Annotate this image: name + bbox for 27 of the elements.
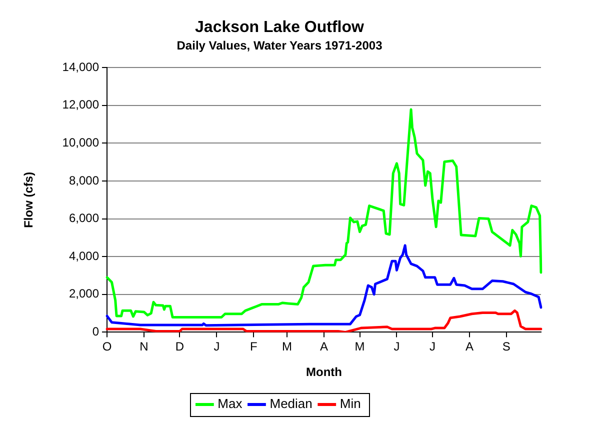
- y-tick-label: 6,000: [68, 211, 100, 226]
- x-tick-label: N: [140, 340, 148, 354]
- chart-title: Jackson Lake Outflow: [195, 19, 365, 36]
- x-tick-label: F: [250, 340, 258, 354]
- x-tick-label: J: [430, 340, 436, 354]
- x-tick-label: J: [394, 340, 400, 354]
- y-tick-label: 4,000: [68, 248, 100, 263]
- y-tick-label: 0: [92, 324, 100, 339]
- x-tick-label: A: [320, 340, 328, 354]
- y-tick-label: 8,000: [68, 173, 100, 188]
- y-tick-label: 12,000: [62, 98, 100, 112]
- x-tick-label: J: [214, 340, 220, 354]
- x-tick-label: A: [465, 340, 474, 354]
- x-tick-label: O: [102, 340, 112, 354]
- x-tick-label: S: [502, 340, 510, 354]
- x-axis-title: Month: [306, 365, 342, 380]
- legend-label: Min: [340, 396, 361, 412]
- y-axis-title: Flow (cfs): [22, 172, 36, 228]
- y-tick-label: 10,000: [62, 136, 100, 150]
- legend-label: Max: [218, 396, 243, 412]
- y-tick-label: 2,000: [68, 286, 100, 301]
- legend-label: Median: [270, 396, 312, 412]
- x-tick-label: D: [175, 340, 184, 354]
- y-tick-label: 14,000: [62, 60, 100, 74]
- x-tick-label: M: [282, 340, 292, 354]
- x-tick-label: M: [354, 340, 365, 354]
- chart-subtitle: Daily Values, Water Years 1971-2003: [176, 38, 383, 53]
